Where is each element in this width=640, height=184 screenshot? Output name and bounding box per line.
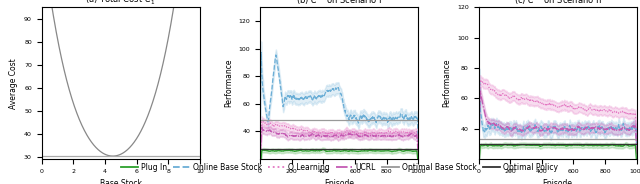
Title: (b) $C^{\pi^k}$ on Scenario I: (b) $C^{\pi^k}$ on Scenario I — [296, 0, 382, 7]
X-axis label: Episode: Episode — [543, 179, 573, 184]
Y-axis label: Performance: Performance — [224, 59, 233, 107]
Y-axis label: Performance: Performance — [442, 59, 451, 107]
Title: (c) $C^{\pi^k}$ on Scenario II: (c) $C^{\pi^k}$ on Scenario II — [514, 0, 602, 7]
Title: (a) Total Cost $C_1^b$: (a) Total Cost $C_1^b$ — [85, 0, 156, 7]
X-axis label: Base Stock: Base Stock — [100, 179, 141, 184]
Legend: Plug In, Online Base Stock, Q Learning, UCRL, Optimal Base Stock, Optimal Policy: Plug In, Online Base Stock, Q Learning, … — [121, 163, 557, 172]
X-axis label: Episode: Episode — [324, 179, 354, 184]
Y-axis label: Average Cost: Average Cost — [10, 58, 19, 109]
